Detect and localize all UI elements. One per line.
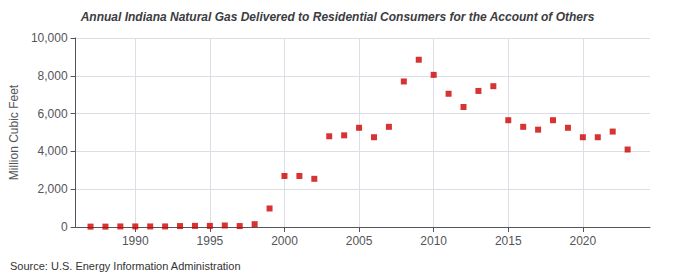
svg-text:10,000: 10,000 xyxy=(31,31,68,45)
svg-text:2020: 2020 xyxy=(570,234,597,248)
svg-text:0: 0 xyxy=(61,220,68,234)
svg-text:1990: 1990 xyxy=(122,234,149,248)
svg-text:2000: 2000 xyxy=(271,234,298,248)
svg-text:2,000: 2,000 xyxy=(38,182,68,196)
svg-text:Million Cubic Feet: Million Cubic Feet xyxy=(7,84,21,180)
svg-text:2010: 2010 xyxy=(420,234,447,248)
svg-text:2015: 2015 xyxy=(495,234,522,248)
svg-text:8,000: 8,000 xyxy=(38,69,68,83)
svg-text:2005: 2005 xyxy=(346,234,373,248)
svg-text:Annual Indiana Natural Gas Del: Annual Indiana Natural Gas Delivered to … xyxy=(80,10,595,24)
svg-text:4,000: 4,000 xyxy=(38,144,68,158)
svg-text:6,000: 6,000 xyxy=(38,107,68,121)
svg-text:Source: U.S. Energy Informatio: Source: U.S. Energy Information Administ… xyxy=(10,260,241,272)
svg-text:1995: 1995 xyxy=(197,234,224,248)
